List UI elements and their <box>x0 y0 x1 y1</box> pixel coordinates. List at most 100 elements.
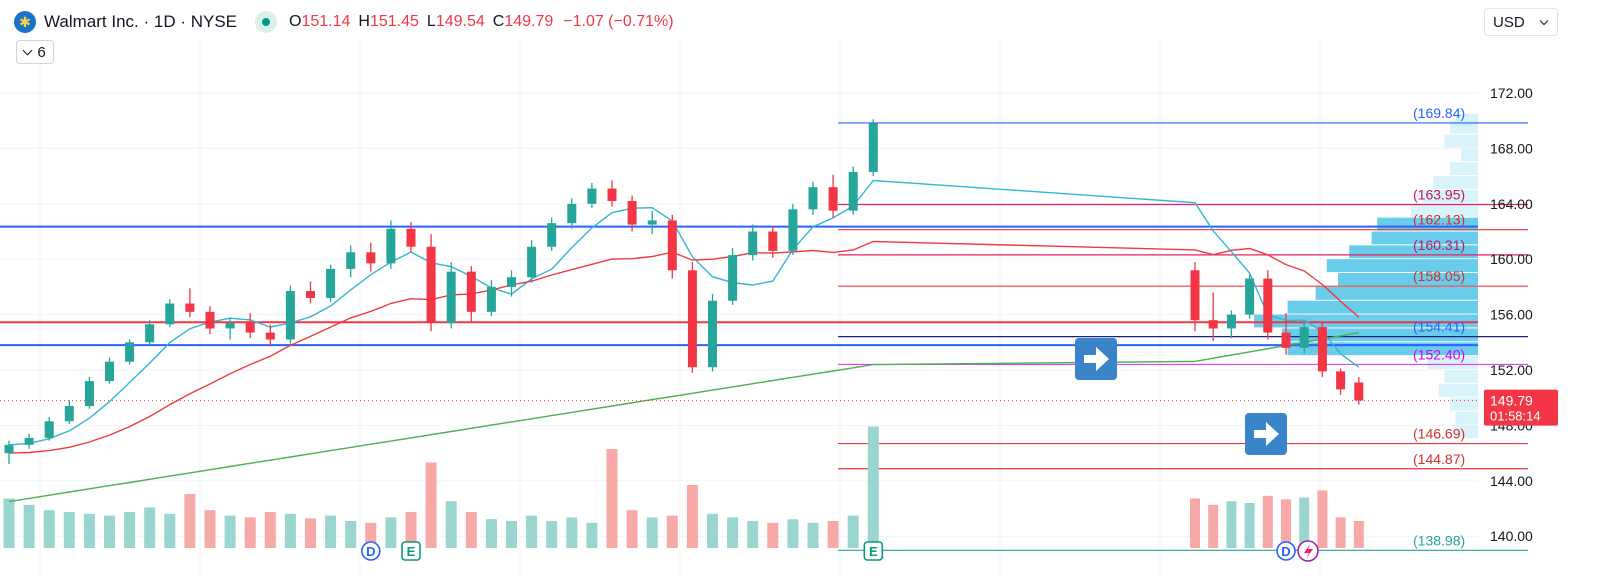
volume-bar <box>646 517 658 548</box>
volume-bar <box>184 494 196 548</box>
flash-glyph <box>1304 544 1313 559</box>
volume-bar <box>365 522 377 548</box>
volume-profile-bar <box>1444 370 1478 383</box>
volume-bar <box>1353 521 1364 548</box>
candle-body <box>245 322 255 333</box>
volume-profile-bar <box>1450 120 1478 134</box>
candle-body <box>306 291 315 298</box>
volume-profile-bar <box>1450 397 1478 411</box>
volume-profile-bar <box>1371 231 1478 245</box>
volume-profile-bar <box>1422 189 1478 203</box>
candle-body <box>84 381 94 407</box>
volume-bar <box>506 521 517 548</box>
candle-body <box>145 324 155 343</box>
candle-body <box>808 187 818 210</box>
candle-body <box>1354 382 1364 401</box>
price-level-label: (162.13) <box>1413 212 1465 228</box>
price-level-label: (154.41) <box>1413 319 1465 335</box>
price-tick-label: 140.00 <box>1490 528 1533 544</box>
arrow-right-icon <box>1075 338 1117 380</box>
volume-bar <box>707 513 718 548</box>
volume-bar <box>747 521 759 548</box>
volume-bar <box>1335 517 1346 548</box>
indicators-toggle-button[interactable]: 6 <box>16 40 54 64</box>
volume-bar <box>1281 499 1291 548</box>
volume-bar <box>405 512 417 548</box>
candle-body <box>165 303 175 325</box>
candle-body <box>667 220 677 271</box>
chart-grid <box>0 40 1478 575</box>
candle-body <box>4 444 14 454</box>
volume-bar <box>445 501 457 548</box>
volume-bar <box>124 512 136 548</box>
arrow-markers <box>1075 338 1287 455</box>
candle-body <box>24 437 34 445</box>
volume-bar <box>385 517 397 548</box>
candle-body <box>748 231 758 256</box>
volume-bar <box>767 522 779 548</box>
volume-profile-bar <box>1444 134 1478 148</box>
candle-body <box>627 201 637 225</box>
candle-body <box>1336 371 1346 390</box>
ohlc-high: H151.45 <box>358 13 419 30</box>
candle-body <box>788 209 798 251</box>
arrow-glyph <box>1084 347 1109 371</box>
price-tick-label: 172.00 <box>1490 85 1533 101</box>
moving-averages <box>8 179 1360 503</box>
event-marker-label: D <box>366 544 375 559</box>
volume-bar <box>204 510 216 548</box>
price-tick-label: 156.00 <box>1490 307 1533 323</box>
event-marker-label: D <box>1281 544 1290 559</box>
ma-slow-line <box>8 332 1359 503</box>
volume-bar <box>1262 495 1273 548</box>
ma-fast-line <box>8 179 1360 446</box>
last-price-label: 149.79 <box>1490 393 1533 409</box>
candle-body <box>44 421 54 438</box>
volume-bar <box>686 485 698 548</box>
price-level-label: (152.40) <box>1413 346 1465 362</box>
candle-body <box>64 406 74 422</box>
price-level-label: (163.95) <box>1413 186 1465 202</box>
earnings-marker <box>863 541 884 561</box>
volume-bar <box>807 522 819 548</box>
volume-bar <box>727 517 739 548</box>
walmart-logo-icon: ✱ <box>14 11 36 33</box>
candle-body <box>386 228 396 264</box>
price-tick-label: 144.00 <box>1490 473 1533 489</box>
volume-profile-bar <box>1326 259 1478 273</box>
price-level-label: (146.69) <box>1413 426 1465 442</box>
candle-body <box>105 361 114 382</box>
candle-body <box>708 300 717 368</box>
candle-body <box>687 270 697 368</box>
volume-bar <box>244 517 256 548</box>
volume-bar <box>566 517 578 548</box>
candle-body <box>567 203 577 224</box>
candle-body <box>1281 332 1291 348</box>
candle-body <box>185 303 195 312</box>
candle-body <box>406 228 416 247</box>
candle-body <box>466 271 476 312</box>
volume-bars <box>3 426 1364 548</box>
ohlc-open: O151.14 <box>289 13 351 30</box>
candle-body <box>265 332 275 340</box>
volume-bar <box>666 515 678 548</box>
volume-bar <box>526 515 538 548</box>
price-tick-label: 164.00 <box>1490 196 1533 212</box>
volume-profile-bar <box>1455 425 1478 439</box>
volume-bar <box>1244 503 1255 548</box>
volume-bar <box>626 510 638 548</box>
volume-profile-bar <box>1433 176 1478 189</box>
symbol-title[interactable]: Walmart Inc. · 1D · NYSE <box>44 12 238 31</box>
event-marker-label: E <box>407 544 416 559</box>
candle-body <box>346 252 356 269</box>
volume-profile-bar <box>1338 273 1478 286</box>
chevron-down-icon <box>1539 16 1549 26</box>
price-tick-label: 168.00 <box>1490 140 1533 156</box>
volume-profile-bar <box>1315 286 1478 300</box>
arrow-glyph <box>1254 422 1279 446</box>
volume-bar <box>485 519 497 548</box>
volume-profile-bar <box>1287 300 1478 314</box>
currency-select[interactable]: USD <box>1484 8 1558 36</box>
